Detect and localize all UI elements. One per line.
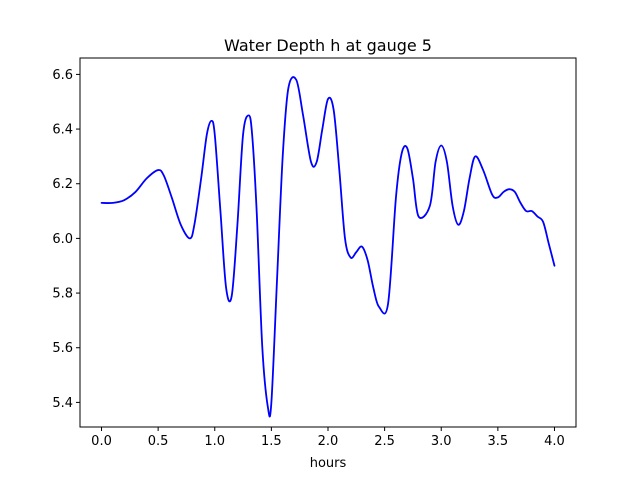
x-tick-label: 3.0 bbox=[431, 434, 452, 449]
y-axis: 5.4 5.6 5.8 6.0 6.2 6.4 6.6 bbox=[52, 68, 80, 411]
x-tick-label: 2.5 bbox=[374, 434, 395, 449]
series-line-0 bbox=[100, 76, 556, 418]
y-tick-label: 6.0 bbox=[52, 232, 73, 247]
y-tick-label: 6.4 bbox=[52, 123, 73, 138]
x-tick-label: 0.5 bbox=[148, 434, 169, 449]
x-axis-label: hours bbox=[310, 456, 347, 471]
x-tick-label: 1.5 bbox=[261, 434, 282, 449]
x-tick-label: 1.0 bbox=[204, 434, 225, 449]
x-tick-label: 3.5 bbox=[488, 434, 509, 449]
y-tick-label: 5.4 bbox=[52, 396, 73, 411]
x-tick-label: 4.0 bbox=[544, 434, 565, 449]
y-tick-label: 6.6 bbox=[52, 68, 73, 83]
y-tick-label: 5.8 bbox=[52, 287, 73, 302]
chart-title: Water Depth h at gauge 5 bbox=[224, 36, 432, 55]
x-axis: 0.0 0.5 1.0 1.5 2.0 2.5 3.0 3.5 4.0 bbox=[91, 427, 565, 449]
y-tick-label: 5.6 bbox=[52, 341, 73, 356]
plot-area bbox=[100, 76, 556, 418]
x-tick-label: 0.0 bbox=[91, 434, 112, 449]
x-tick-label: 2.0 bbox=[318, 434, 339, 449]
y-tick-label: 6.2 bbox=[52, 177, 73, 192]
